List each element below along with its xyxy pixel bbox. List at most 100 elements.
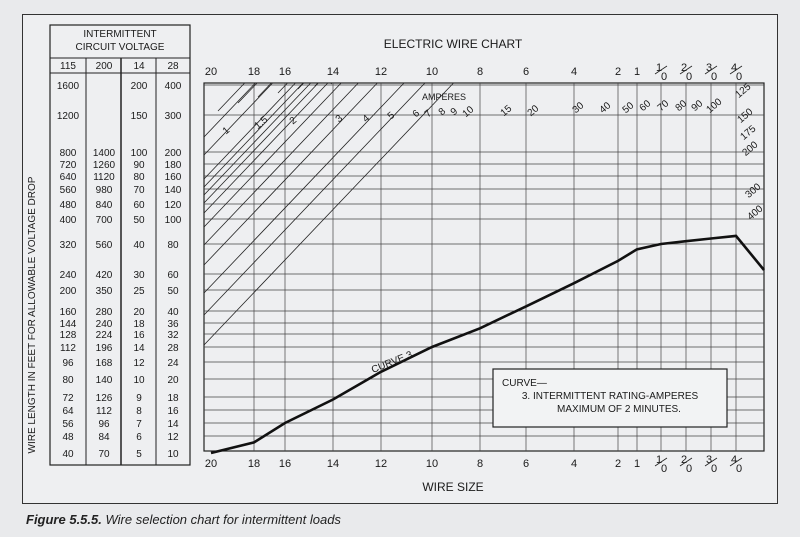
table-cell: 100: [165, 215, 182, 226]
wire-size-top: 6: [523, 66, 529, 78]
wire-size-bottom: 2: [681, 454, 687, 466]
table-cell: 5: [136, 449, 142, 460]
table-cell: 144: [60, 319, 77, 330]
voltage-table: INTERMITTENT CIRCUIT VOLTAGE WIRE LENGTH…: [27, 24, 191, 466]
table-cell: 18: [167, 393, 179, 404]
wire-size-bottom: 8: [477, 458, 483, 470]
wire-size-top: 2: [615, 66, 621, 78]
voltage-col-115: 115: [60, 61, 76, 72]
chart-title: ELECTRIC WIRE CHART: [384, 37, 523, 51]
table-cell: 560: [96, 240, 113, 251]
wire-size-bottom: 18: [248, 458, 260, 470]
voltage-col-14: 14: [133, 61, 145, 72]
table-cell: 420: [96, 270, 113, 281]
wire-size-top-den: 0: [686, 71, 692, 83]
ampere-label: 400: [745, 203, 765, 222]
wire-size-bottom: 2: [615, 458, 621, 470]
ampere-label: 300: [743, 181, 763, 200]
wire-size-top: 3: [706, 62, 712, 74]
wire-size-top: 4: [731, 62, 737, 74]
fraction-bar: [704, 65, 718, 75]
voltage-col-28: 28: [167, 61, 179, 72]
table-cell: 350: [96, 286, 113, 297]
table-cell: 1200: [57, 111, 80, 122]
table-cell: 60: [167, 270, 179, 281]
table-cell: 480: [60, 200, 77, 211]
wire-size-top: 16: [279, 66, 291, 78]
wire-size-top: 10: [426, 66, 438, 78]
ampere-line: [203, 82, 296, 180]
ampere-label: 80: [674, 98, 690, 114]
table-cell: 30: [133, 270, 145, 281]
wire-size-top: 8: [477, 66, 483, 78]
table-cell: 16: [133, 330, 145, 341]
table-cell: 36: [167, 319, 179, 330]
table-cell: 168: [96, 358, 113, 369]
caption-text: Wire selection chart for intermittent lo…: [105, 512, 341, 527]
wire-size-bottom-den: 0: [736, 463, 742, 475]
ampere-line: [203, 82, 342, 228]
ampere-label: 200: [740, 139, 760, 158]
table-cell: 60: [133, 200, 145, 211]
table-cell: 112: [60, 343, 76, 354]
wire-size-bottom: 10: [426, 458, 438, 470]
table-cell: 40: [167, 307, 179, 318]
table-cell: 50: [167, 286, 179, 297]
wire-size-top: 1: [634, 66, 640, 78]
table-cell: 140: [96, 375, 113, 386]
ampere-label: 8: [437, 106, 449, 118]
table-cell: 720: [60, 160, 77, 171]
table-cell: 28: [167, 343, 179, 354]
wire-size-bottom: 4: [731, 454, 737, 466]
wire-size-bottom-den: 0: [711, 463, 717, 475]
table-cell: 32: [167, 330, 179, 341]
table-cell: 90: [133, 160, 145, 171]
table-cell: 700: [96, 215, 113, 226]
table-cell: 8: [136, 406, 142, 417]
table-cell: 56: [62, 419, 74, 430]
table-cell: 20: [133, 307, 145, 318]
ampere-label: 2: [288, 115, 300, 127]
table-cell: 48: [62, 432, 74, 443]
wire-size-bottom: 4: [571, 458, 577, 470]
ampere-label: 20: [526, 103, 542, 119]
wire-size-top-den: 0: [736, 71, 742, 83]
table-cell: 80: [62, 375, 74, 386]
table-header: INTERMITTENT: [83, 29, 156, 40]
table-cell: 560: [60, 185, 77, 196]
table-cell: 800: [60, 148, 77, 159]
figure-caption: Figure 5.5.5. Wire selection chart for i…: [26, 512, 341, 527]
x-axis-label: WIRE SIZE: [422, 480, 483, 494]
fraction-bar: [729, 457, 743, 467]
wire-size-top: 4: [571, 66, 577, 78]
ampere-line: [203, 82, 405, 294]
table-cell: 140: [165, 185, 182, 196]
ampere-label: 1.5: [253, 114, 271, 132]
ampere-line: [203, 82, 359, 246]
ampere-label: 175: [738, 123, 758, 142]
fraction-bar: [679, 65, 693, 75]
table-cell: 80: [167, 240, 179, 251]
ampere-line: [277, 82, 288, 94]
ampere-label: 125: [733, 81, 753, 100]
y-axis-label: WIRE LENGTH IN FEET FOR ALLOWABLE VOLTAG…: [27, 176, 38, 453]
table-cell: 640: [60, 172, 77, 183]
table-cell: 64: [62, 406, 74, 417]
ampere-label: 5: [386, 110, 398, 122]
plot-area: ELECTRIC WIRE CHART WIRE SIZE 2020181816…: [203, 37, 766, 494]
table-cell: 1120: [93, 172, 115, 183]
table-cell: 10: [133, 375, 145, 386]
table-cell: 25: [133, 286, 145, 297]
wire-size-top: 1: [656, 62, 662, 74]
wire-size-bottom: 14: [327, 458, 339, 470]
table-cell: 200: [165, 148, 182, 159]
wire-size-bottom: 20: [205, 458, 217, 470]
table-cell: 128: [60, 330, 77, 341]
table-cell: 50: [133, 215, 145, 226]
table-cell: 320: [60, 240, 77, 251]
wire-chart-svg: INTERMITTENT CIRCUIT VOLTAGE WIRE LENGTH…: [27, 24, 766, 494]
table-cell: 100: [131, 148, 148, 159]
table-cell: 126: [96, 393, 113, 404]
ampere-label: 50: [621, 100, 637, 116]
ampere-line: [203, 82, 304, 188]
